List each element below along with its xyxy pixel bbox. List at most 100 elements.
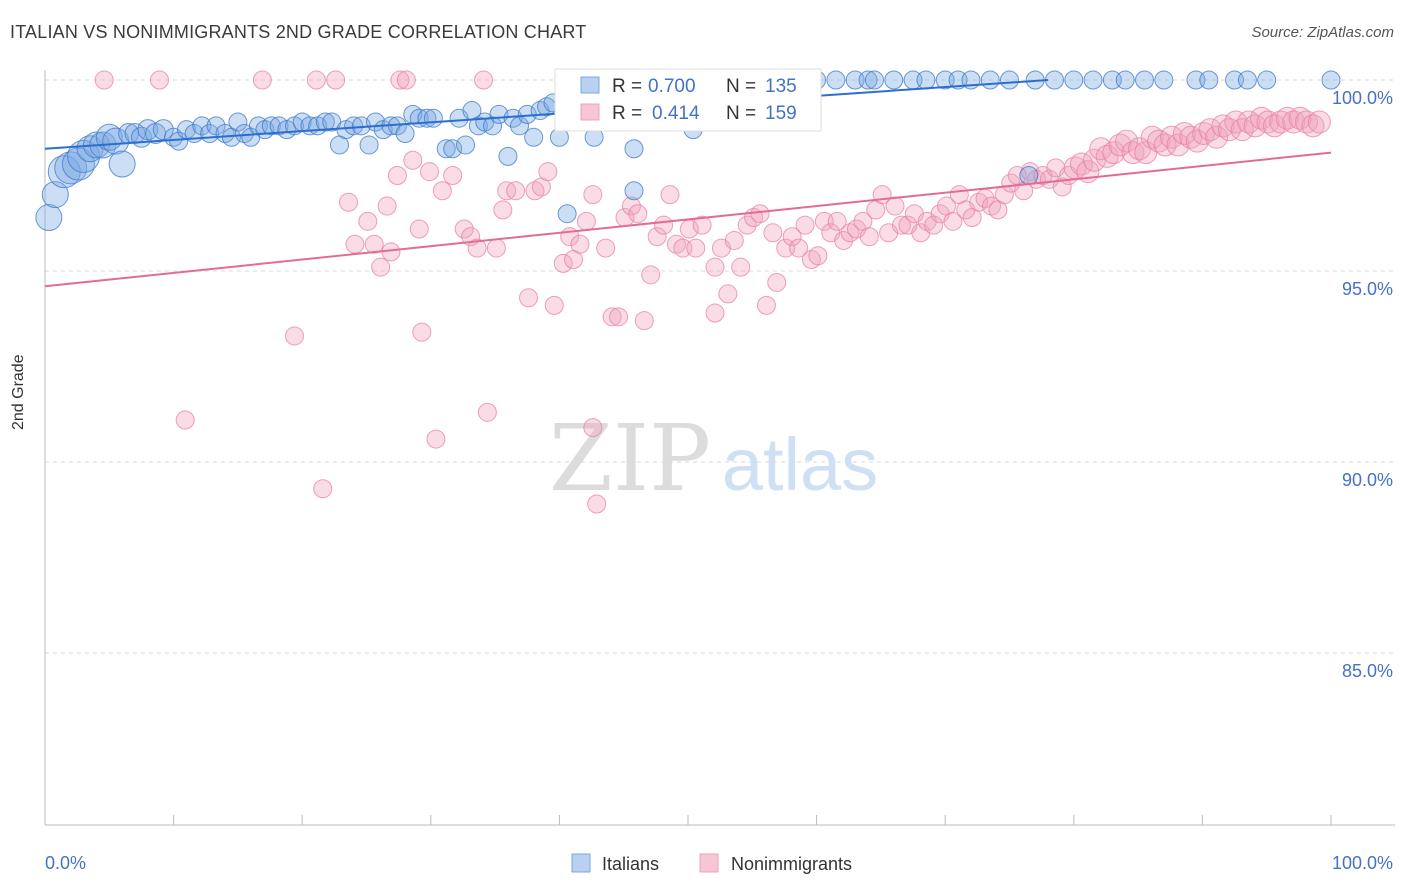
italians-point bbox=[1237, 70, 1257, 90]
legend-nonimmigrants-label[interactable]: Nonimmigrants bbox=[731, 854, 852, 874]
italians-point bbox=[1199, 70, 1219, 90]
nonimmigrants-points bbox=[94, 70, 1331, 514]
italians-point bbox=[524, 127, 544, 147]
nonimmigrants-point bbox=[724, 230, 744, 250]
nonimmigrants-point bbox=[1070, 152, 1094, 176]
nonimmigrants-point bbox=[371, 257, 391, 277]
nonimmigrants-point bbox=[1275, 106, 1299, 130]
nonimmigrants-point bbox=[583, 418, 603, 438]
italians-point bbox=[423, 108, 443, 128]
nonimmigrants-point bbox=[1102, 141, 1126, 165]
nonimmigrants-point bbox=[943, 211, 963, 231]
nonimmigrants-point bbox=[338, 192, 358, 212]
stats-nonimmigrants-n-value: 159 bbox=[765, 103, 797, 124]
nonimmigrants-point bbox=[1307, 110, 1331, 134]
nonimmigrants-point bbox=[602, 307, 622, 327]
watermark-atlas: atlas bbox=[722, 423, 878, 506]
nonimmigrants-point bbox=[834, 230, 854, 250]
nonimmigrants-point bbox=[443, 166, 463, 185]
nonimmigrants-point bbox=[570, 234, 590, 254]
italians-point bbox=[261, 116, 281, 136]
nonimmigrants-point bbox=[1172, 121, 1196, 145]
nonimmigrants-point bbox=[1250, 106, 1274, 130]
italians-point bbox=[1321, 70, 1341, 90]
nonimmigrants-point bbox=[1282, 110, 1306, 134]
italians-point bbox=[1045, 70, 1065, 90]
nonimmigrants-point bbox=[1089, 137, 1113, 161]
nonimmigrants-point bbox=[795, 215, 815, 235]
stats-nonimmigrants-n-label: N = bbox=[726, 103, 756, 124]
nonimmigrants-point bbox=[718, 284, 738, 304]
nonimmigrants-point bbox=[756, 295, 776, 315]
italians-point bbox=[483, 116, 503, 136]
nonimmigrants-point bbox=[1095, 144, 1119, 168]
italians-point bbox=[108, 150, 136, 178]
nonimmigrants-point bbox=[885, 196, 905, 216]
italians-point bbox=[315, 112, 335, 132]
nonimmigrants-point bbox=[1198, 118, 1222, 142]
nonimmigrants-point bbox=[1121, 141, 1145, 165]
italians-point bbox=[1064, 70, 1084, 90]
italians-point bbox=[1257, 70, 1277, 90]
italians-point bbox=[1135, 70, 1155, 90]
nonimmigrants-point bbox=[493, 200, 513, 220]
italians-point bbox=[980, 70, 1000, 90]
stats-nonimmigrants-r-label: R = bbox=[612, 103, 642, 124]
legend-nonimmigrants-swatch[interactable] bbox=[699, 853, 719, 873]
italians-point bbox=[359, 135, 379, 155]
stats-italians-n-label: N = bbox=[726, 76, 756, 97]
nonimmigrants-point bbox=[1014, 181, 1034, 201]
italians-point bbox=[1083, 70, 1103, 90]
legend: Italians Nonimmigrants bbox=[571, 853, 852, 874]
nonimmigrants-point bbox=[1205, 125, 1229, 149]
italians-point bbox=[344, 116, 364, 136]
nonimmigrants-point bbox=[596, 238, 616, 258]
chart-title: ITALIAN VS NONIMMIGRANTS 2ND GRADE CORRE… bbox=[10, 22, 587, 42]
nonimmigrants-point bbox=[686, 238, 706, 258]
nonimmigrants-point bbox=[1243, 114, 1267, 138]
nonimmigrants-point bbox=[737, 215, 757, 235]
italians-point bbox=[1000, 70, 1019, 90]
italians-point bbox=[456, 135, 476, 155]
gridlines bbox=[45, 79, 1395, 654]
italians-point bbox=[884, 70, 904, 90]
italians-point bbox=[1154, 70, 1174, 90]
nonimmigrants-point bbox=[252, 70, 272, 90]
italians-point bbox=[557, 204, 577, 224]
italians-point bbox=[858, 70, 878, 90]
legend-italians-swatch[interactable] bbox=[571, 853, 591, 873]
nonimmigrants-point bbox=[1211, 114, 1235, 138]
nonimmigrants-point bbox=[609, 307, 629, 327]
nonimmigrants-point bbox=[486, 238, 506, 258]
watermark-zip: ZIP bbox=[549, 405, 711, 512]
nonimmigrants-point bbox=[587, 494, 607, 514]
italians-point bbox=[916, 70, 936, 90]
italians-point bbox=[498, 146, 518, 166]
italians-trend-line bbox=[44, 79, 1049, 150]
y-tick-label: 100.0% bbox=[1332, 88, 1393, 108]
italians-point bbox=[228, 112, 248, 132]
nonimmigrants-point bbox=[1256, 110, 1280, 134]
nonimmigrants-point bbox=[345, 234, 365, 254]
nonimmigrants-point bbox=[827, 211, 847, 231]
italians-point bbox=[1019, 166, 1039, 185]
legend-italians-label[interactable]: Italians bbox=[602, 854, 659, 874]
italians-point bbox=[41, 181, 69, 209]
nonimmigrants-point bbox=[387, 166, 407, 185]
nonimmigrants-point bbox=[576, 211, 596, 231]
nonimmigrants-point bbox=[306, 70, 326, 90]
nonimmigrants-point bbox=[1230, 118, 1254, 142]
nonimmigrants-point bbox=[358, 211, 378, 231]
nonimmigrants-point bbox=[628, 204, 648, 224]
stats-italians-r-label: R = bbox=[612, 76, 642, 97]
nonimmigrants-point bbox=[1224, 110, 1248, 134]
nonimmigrants-point bbox=[396, 70, 416, 90]
nonimmigrants-point bbox=[789, 238, 809, 258]
y-tick-label: 95.0% bbox=[1342, 279, 1393, 299]
x-tick-label: 100.0% bbox=[1332, 853, 1393, 873]
stats-italians-r-value: 0.700 bbox=[648, 76, 696, 97]
nonimmigrants-point bbox=[641, 265, 661, 285]
nonimmigrants-point bbox=[149, 70, 169, 90]
nonimmigrants-point bbox=[519, 288, 539, 308]
nonimmigrants-point bbox=[647, 227, 667, 247]
